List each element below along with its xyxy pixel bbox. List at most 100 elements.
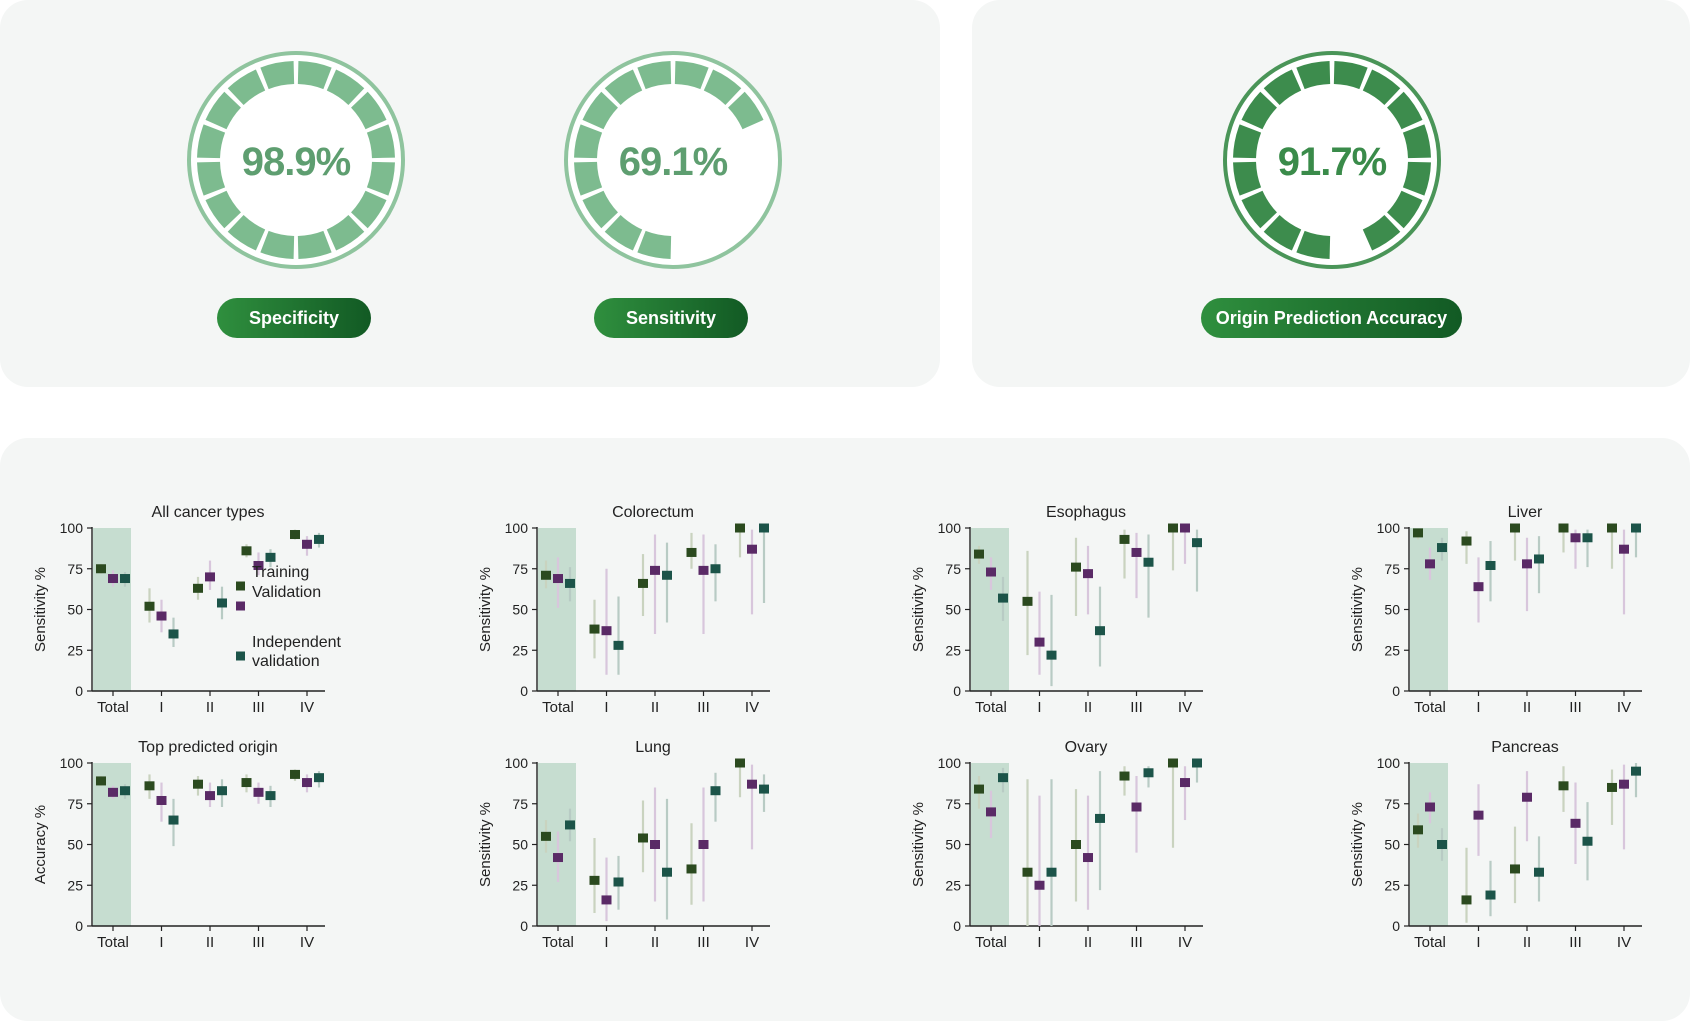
y-axis-label: Sensitivity % (1349, 802, 1366, 887)
gauge-segment (1387, 190, 1423, 229)
gauge-segment (1402, 124, 1431, 159)
detection-panel (0, 0, 940, 387)
data-point (553, 853, 563, 863)
data-point (1485, 890, 1496, 900)
data-point (735, 523, 745, 533)
gauge-segment (582, 91, 618, 130)
data-point (241, 546, 252, 556)
data-point (302, 539, 312, 549)
y-tick-label: 0 (953, 918, 961, 934)
gauge-ring: 91.7% (1223, 51, 1441, 269)
data-point (1425, 559, 1435, 569)
origin-accuracy-pill: Origin Prediction Accuracy (1201, 298, 1462, 338)
data-point (1022, 596, 1033, 606)
x-tick-label: Total (975, 934, 1007, 951)
data-point (1192, 758, 1202, 768)
gauge-segment (574, 124, 603, 159)
data-point (1071, 840, 1081, 849)
sensitivity-pill: Sensitivity (594, 298, 748, 338)
x-tick-label: I (159, 699, 163, 716)
legend-marker (236, 601, 245, 611)
data-point (314, 534, 324, 544)
y-tick-label: 75 (945, 796, 961, 812)
gauge-segment (227, 69, 266, 105)
data-point (265, 791, 276, 801)
y-tick-label: 25 (512, 877, 528, 893)
data-point (156, 795, 167, 805)
data-point (1437, 543, 1447, 553)
y-tick-label: 0 (520, 918, 528, 934)
legend-marker (236, 581, 245, 591)
y-tick-label: 25 (512, 642, 528, 658)
gauge-segment (1296, 230, 1331, 259)
gauge-segment (351, 91, 387, 130)
data-point (205, 572, 215, 582)
y-axis-label: Sensitivity % (910, 802, 927, 887)
data-point (1413, 825, 1423, 835)
data-point (747, 544, 757, 554)
gauge-segment (637, 61, 672, 90)
gauge-segment (366, 124, 395, 159)
x-tick-label: IV (1617, 699, 1631, 716)
data-point (698, 840, 709, 849)
data-point (759, 523, 769, 533)
gauge-segment (604, 215, 643, 251)
data-point (1131, 802, 1142, 812)
x-tick-label: I (1037, 934, 1041, 951)
chart-pancreas: 0 25 50 75 100 Total I II III IV Pancreas Sensitivi… (1337, 733, 1690, 963)
gauge-segment (728, 91, 764, 130)
data-point (650, 565, 660, 575)
x-tick-label: Total (1414, 699, 1446, 716)
gauge-rim (1223, 51, 1441, 269)
data-point (541, 570, 551, 580)
data-point (1607, 523, 1617, 533)
gauge-segment (205, 91, 241, 130)
gauge-segment (260, 61, 295, 90)
data-point (1473, 810, 1484, 820)
data-point (1192, 538, 1202, 548)
y-tick-label: 0 (1392, 918, 1400, 934)
data-point (217, 598, 227, 608)
total-band (538, 528, 576, 691)
specificity-gauge: 98.9% (186, 50, 406, 270)
legend-marker (236, 651, 245, 661)
data-point (601, 895, 612, 905)
y-tick-label: 50 (512, 837, 528, 853)
data-point (265, 552, 276, 562)
gauge-segment (674, 61, 709, 90)
gauge-value: 69.1% (619, 140, 728, 184)
y-tick-label: 0 (75, 918, 83, 934)
gauge-segment (604, 69, 643, 105)
y-tick-label: 0 (953, 683, 961, 699)
gauge-segment (1263, 215, 1302, 251)
gauge-segment (1296, 61, 1331, 90)
data-point (1413, 528, 1423, 538)
y-tick-label: 100 (1377, 755, 1401, 771)
data-point (1582, 836, 1593, 846)
gauge-ring: 98.9% (187, 51, 405, 269)
x-tick-label: IV (1178, 699, 1192, 716)
gauge-segment (582, 190, 618, 229)
gauge-segment (260, 230, 295, 259)
data-point (998, 593, 1008, 603)
total-band (93, 528, 131, 691)
data-point (108, 787, 118, 797)
data-point (168, 815, 179, 825)
data-point (601, 626, 612, 636)
x-tick-label: IV (745, 934, 759, 951)
gauge-segment (637, 230, 672, 259)
data-point (565, 578, 575, 588)
data-point (290, 530, 300, 540)
y-tick-label: 75 (67, 561, 83, 577)
data-point (1461, 895, 1472, 905)
chart-all-cancer-types: 0 25 50 75 100 Total I II III IV All cancer types S… (20, 498, 420, 728)
data-point (1143, 557, 1154, 567)
data-point (1143, 768, 1154, 778)
data-point (986, 567, 996, 577)
y-tick-label: 100 (505, 755, 529, 771)
